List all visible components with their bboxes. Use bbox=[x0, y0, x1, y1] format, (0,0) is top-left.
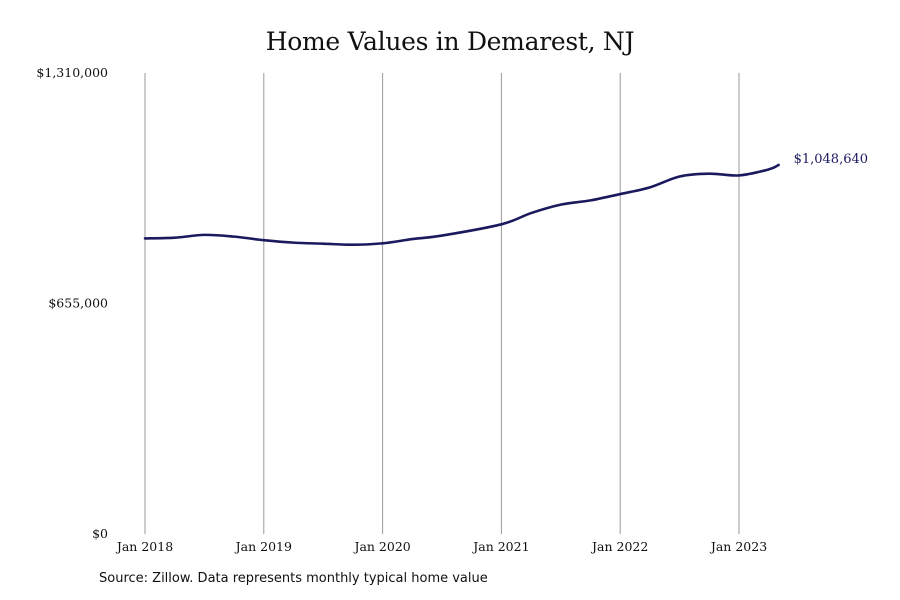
x-axis-labels: Jan 2018 Jan 2019 Jan 2020 Jan 2021 Jan 2022… bbox=[115, 539, 767, 554]
y-tick-label-1: $655,000 bbox=[48, 296, 108, 311]
x-tick-label-3: Jan 2021 bbox=[471, 539, 529, 554]
x-tick-label-2: Jan 2020 bbox=[352, 539, 410, 554]
x-tick-label-1: Jan 2019 bbox=[234, 539, 292, 554]
end-value-label: $1,048,640 bbox=[794, 152, 868, 167]
y-tick-label-0: $0 bbox=[92, 526, 108, 541]
series-group bbox=[143, 163, 780, 247]
source-note: Source: Zillow. Data represents monthly … bbox=[99, 571, 488, 586]
y-axis-labels: $0 $655,000 $1,310,000 bbox=[36, 65, 108, 541]
grid-lines bbox=[144, 73, 740, 534]
x-tick-label-4: Jan 2022 bbox=[590, 539, 648, 554]
y-tick-label-2: $1,310,000 bbox=[36, 65, 108, 80]
x-tick-label-5: Jan 2023 bbox=[709, 539, 767, 554]
chart-title: Home Values in Demarest, NJ bbox=[265, 27, 635, 56]
x-tick-label-0: Jan 2018 bbox=[115, 539, 173, 554]
series-line-0 bbox=[143, 163, 780, 247]
